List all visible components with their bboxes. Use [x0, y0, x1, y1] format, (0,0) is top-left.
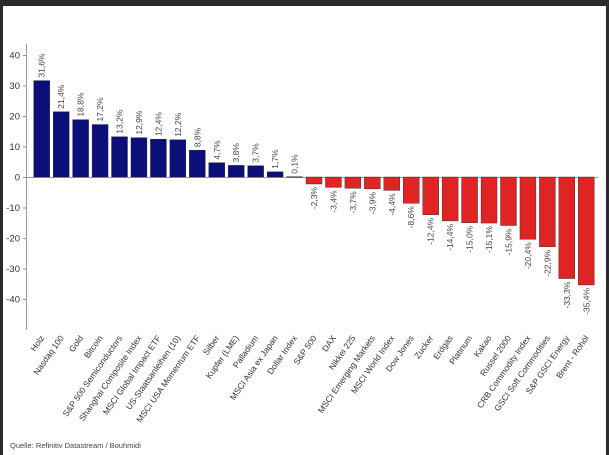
data-label: -4,4%	[387, 193, 397, 216]
bar	[344, 176, 362, 189]
bar	[383, 176, 400, 191]
bar	[286, 176, 303, 178]
data-label: -8,6%	[406, 206, 416, 229]
data-label: -3,7%	[348, 191, 358, 214]
bar	[189, 149, 206, 178]
data-label: -12,4%	[426, 217, 436, 244]
data-label: 12,4%	[153, 112, 163, 137]
data-label: 13,2%	[115, 109, 125, 134]
data-label: -14,4%	[445, 223, 455, 250]
bar	[266, 171, 284, 178]
data-label: -20,4%	[523, 242, 533, 269]
bar	[33, 80, 50, 178]
category-label: Gold	[67, 333, 86, 354]
data-label: -3,9%	[367, 191, 377, 214]
y-tick-label: 0	[15, 173, 20, 184]
bar	[111, 136, 128, 178]
bar	[325, 176, 342, 188]
data-label: -3,4%	[328, 190, 338, 213]
bar	[169, 139, 187, 178]
y-tick-label: 20	[9, 112, 20, 123]
y-tick-label: -10	[6, 203, 20, 214]
bar	[422, 176, 439, 216]
bar	[72, 119, 89, 178]
data-label: 3,7%	[251, 143, 261, 163]
bars-layer	[33, 80, 595, 286]
data-label: 31,6%	[37, 53, 47, 78]
data-label: 4,7%	[212, 140, 222, 160]
data-label: 17,2%	[95, 97, 105, 122]
bar	[150, 138, 167, 178]
data-label: 3,8%	[231, 143, 241, 163]
bar	[500, 176, 517, 226]
data-label: 8,8%	[192, 127, 202, 147]
data-label: -2,3%	[309, 187, 319, 210]
bar	[130, 137, 148, 178]
y-tick-label: 10	[9, 142, 20, 153]
data-label: 12,2%	[173, 112, 183, 137]
data-label: 1,7%	[270, 149, 280, 169]
bar	[403, 176, 420, 204]
bar	[539, 176, 556, 248]
y-tick-label: 40	[9, 51, 20, 62]
bar	[208, 162, 225, 178]
bar	[519, 176, 537, 240]
bar	[578, 176, 595, 286]
data-label: 12,9%	[134, 110, 144, 135]
data-label: 0,1%	[290, 154, 300, 174]
bar	[305, 176, 323, 185]
data-label: 18,8%	[76, 92, 86, 117]
bar	[53, 111, 70, 178]
bar	[91, 124, 109, 178]
y-tick-label: -30	[6, 264, 20, 275]
bar	[364, 176, 381, 190]
bar	[441, 176, 459, 222]
source-note: Quelle: Refinitiv Datastream / Bouhmidi	[10, 441, 141, 450]
data-label: 21,4%	[56, 84, 66, 109]
y-tick-label: 30	[9, 81, 20, 92]
bar	[247, 165, 264, 178]
data-label: -22,9%	[542, 249, 552, 276]
bar	[480, 176, 498, 224]
category-label: DAX	[320, 333, 338, 353]
data-label: -33,3%	[562, 281, 572, 308]
data-label: -35,4%	[581, 288, 591, 315]
bar	[558, 176, 575, 279]
data-label: -15,9%	[503, 228, 513, 255]
data-label: -15,0%	[465, 225, 475, 252]
bar	[461, 176, 478, 223]
bar	[228, 165, 245, 178]
y-tick-label: -40	[6, 295, 20, 306]
category-label: Holz	[28, 333, 46, 353]
data-label: -15,1%	[484, 226, 494, 253]
y-tick-label: -20	[6, 234, 20, 245]
